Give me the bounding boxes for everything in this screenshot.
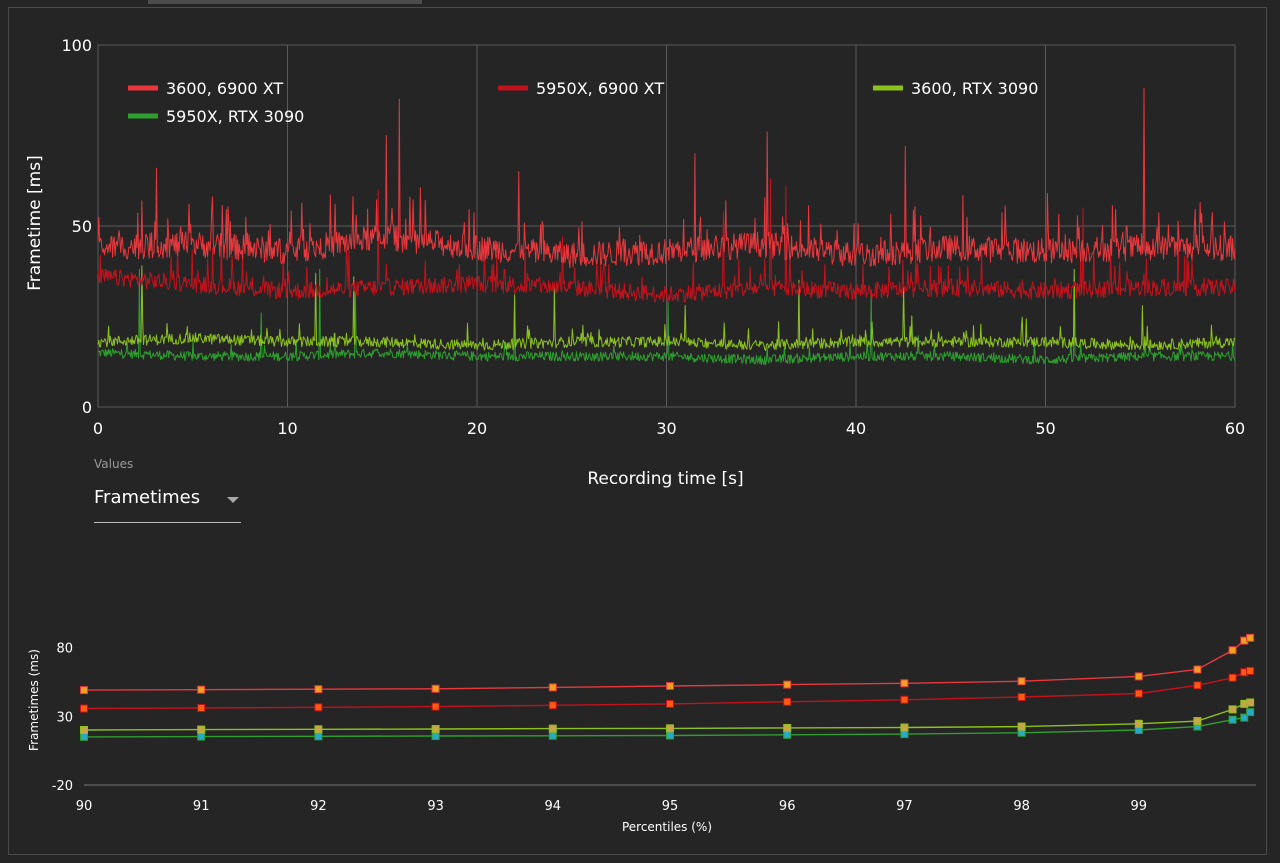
x-axis-title: Recording time [s] xyxy=(587,469,743,489)
x-tick-label: 99 xyxy=(1131,799,1148,814)
percentile-marker xyxy=(1240,713,1249,722)
percentile-marker xyxy=(431,702,440,711)
percentile-marker xyxy=(1193,681,1202,690)
percentile-marker xyxy=(548,701,557,710)
y-tick-label: -20 xyxy=(52,779,73,794)
percentile-marker xyxy=(900,723,909,732)
percentile-marker xyxy=(197,704,206,712)
legend-label: 3600, RTX 3090 xyxy=(911,79,1038,98)
percentile-marker xyxy=(548,724,557,733)
series-line xyxy=(97,265,1236,352)
percentile-marker xyxy=(1228,673,1237,682)
percentile-marker xyxy=(1134,719,1143,728)
y-tick-label: 30 xyxy=(56,710,73,725)
x-tick-label: 20 xyxy=(467,419,487,438)
percentile-marker xyxy=(666,682,674,690)
percentile-marker xyxy=(666,699,674,708)
percentile-marker xyxy=(80,732,88,741)
x-tick-label: 98 xyxy=(1013,799,1030,814)
percentile-marker xyxy=(197,732,206,741)
x-tick-label: 40 xyxy=(846,419,866,438)
percentile-marker xyxy=(1017,722,1026,731)
y-axis-title: Frametime [ms] xyxy=(25,155,45,290)
percentile-marker xyxy=(783,680,792,689)
percentile-marker xyxy=(1246,633,1255,642)
x-axis-title: Percentiles (%) xyxy=(622,820,712,834)
percentile-marker xyxy=(783,723,792,732)
x-tick-label: 0 xyxy=(93,419,103,438)
percentile-marker xyxy=(314,703,323,712)
percentile-marker xyxy=(197,725,206,734)
x-tick-label: 91 xyxy=(193,799,210,814)
percentile-marker xyxy=(666,731,674,740)
percentile-marker xyxy=(80,686,88,695)
x-tick-label: 95 xyxy=(662,799,679,814)
percentile-marker xyxy=(666,724,674,733)
series-line xyxy=(97,87,1236,269)
percentile-marker xyxy=(783,697,792,706)
y-tick-label: 0 xyxy=(82,398,92,417)
values-dropdown[interactable]: Frametimes xyxy=(94,481,241,523)
chart-panel xyxy=(8,7,1267,855)
x-tick-label: 60 xyxy=(1225,419,1245,438)
percentile-marker xyxy=(80,726,88,734)
percentile-marker xyxy=(431,725,440,734)
percentile-marker xyxy=(1228,715,1237,724)
series-line xyxy=(97,268,1236,366)
x-tick-label: 96 xyxy=(779,799,796,814)
percentile-series-line xyxy=(83,637,1251,691)
percentile-marker xyxy=(314,725,323,734)
y-tick-label: 100 xyxy=(61,36,92,55)
percentile-marker xyxy=(1246,698,1255,707)
x-tick-label: 90 xyxy=(76,799,93,814)
chevron-down-icon xyxy=(227,497,239,503)
x-tick-label: 97 xyxy=(896,799,913,814)
percentile-series-line xyxy=(83,701,1251,731)
percentile-marker xyxy=(1246,708,1255,717)
x-tick-label: 92 xyxy=(310,799,327,814)
percentile-marker xyxy=(1228,646,1237,655)
percentile-marker xyxy=(314,685,323,694)
y-tick-label: 80 xyxy=(56,642,73,657)
percentile-marker xyxy=(900,695,909,704)
x-tick-label: 93 xyxy=(427,799,444,814)
frametime-chart-grid xyxy=(97,44,1236,408)
legend-label: 5950X, 6900 XT xyxy=(536,79,664,98)
percentile-marker xyxy=(548,683,557,692)
series-line xyxy=(97,178,1236,303)
percentile-marker xyxy=(1017,693,1026,701)
percentile-marker xyxy=(1134,689,1143,698)
percentile-marker xyxy=(80,704,88,713)
values-label: Values xyxy=(94,457,134,471)
percentile-marker xyxy=(314,732,323,741)
percentile-marker xyxy=(1193,717,1202,726)
x-tick-label: 30 xyxy=(656,419,676,438)
x-tick-label: 94 xyxy=(545,799,562,814)
percentile-series-line xyxy=(83,670,1251,710)
legend-label: 5950X, RTX 3090 xyxy=(166,107,304,126)
percentile-marker xyxy=(1246,666,1255,675)
percentile-marker xyxy=(1193,665,1202,674)
percentile-marker xyxy=(431,732,440,741)
y-tick-label: 50 xyxy=(72,217,92,236)
x-tick-label: 50 xyxy=(1035,419,1055,438)
percentile-series-line xyxy=(83,711,1251,738)
percentile-marker xyxy=(431,684,440,693)
percentile-marker xyxy=(1228,705,1237,714)
top-tab-indicator xyxy=(148,0,422,4)
percentile-marker xyxy=(783,730,792,739)
values-dropdown-value: Frametimes xyxy=(94,487,201,508)
percentile-marker xyxy=(1017,677,1026,686)
plot-area-border xyxy=(97,44,1236,408)
percentile-marker xyxy=(548,731,557,740)
percentile-marker xyxy=(197,685,206,694)
x-tick-label: 10 xyxy=(277,419,297,438)
percentile-marker xyxy=(900,730,909,739)
percentile-marker xyxy=(1134,672,1143,681)
y-axis-title: Frametimes (ms) xyxy=(27,649,41,751)
legend-label: 3600, 6900 XT xyxy=(166,79,283,98)
percentile-marker xyxy=(900,679,909,688)
